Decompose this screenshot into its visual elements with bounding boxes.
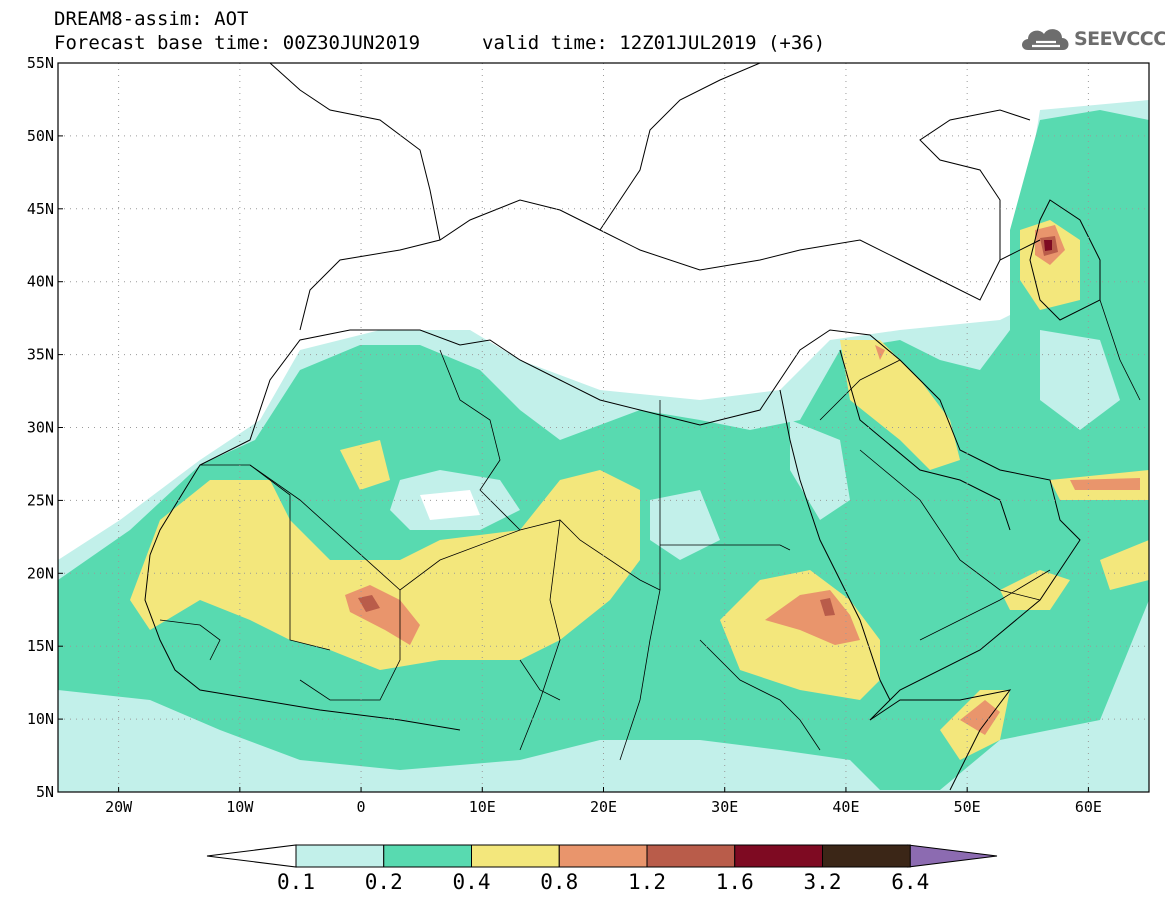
- colorbar-right-arrow: [907, 844, 998, 868]
- lat-label: 25N: [27, 491, 54, 509]
- colorbar-label: 6.4: [891, 870, 930, 894]
- colorbar-swatch: [822, 844, 911, 868]
- colorbar-swatch: [646, 844, 736, 868]
- aot-band-0.4: [130, 470, 640, 670]
- colorbar-label: 0.2: [364, 870, 403, 894]
- lat-label: 55N: [27, 54, 54, 72]
- aot-band-1.2: [358, 595, 380, 612]
- lon-label: 40E: [832, 798, 859, 816]
- lat-label: 20N: [27, 564, 54, 582]
- colorbar-label: 1.6: [715, 870, 754, 894]
- cloud-icon: [1022, 29, 1069, 50]
- lon-label: 50E: [954, 798, 981, 816]
- lon-label: 60E: [1075, 798, 1102, 816]
- colorbar-label: 1.2: [628, 870, 666, 894]
- lat-label: 40N: [27, 273, 54, 291]
- lon-label: 30E: [711, 798, 738, 816]
- lon-label: 10E: [469, 798, 496, 816]
- colorbar-label: 3.2: [803, 870, 842, 894]
- coastlines: [144, 63, 1101, 791]
- valid-time: valid time: 12Z01JUL2019 (+36): [482, 32, 826, 54]
- colorbar: [206, 844, 998, 868]
- lat-label: 30N: [27, 419, 54, 437]
- colorbar-swatch: [383, 844, 472, 868]
- lat-label: 5N: [36, 783, 54, 801]
- colorbar-swatch: [295, 844, 385, 868]
- lat-label: 50N: [27, 127, 54, 145]
- forecast-base-time: Forecast base time: 00Z30JUN2019: [54, 32, 421, 54]
- aot-field: [58, 100, 1149, 792]
- logo-text: SEEVCCC: [1074, 28, 1165, 50]
- lat-label: 35N: [27, 346, 54, 364]
- lon-label: 0: [357, 798, 366, 816]
- map-title: DREAM8-assim: AOT: [54, 8, 249, 30]
- lon-label: 20W: [105, 798, 133, 816]
- colorbar-swatch: [471, 844, 560, 868]
- lat-label: 15N: [27, 637, 54, 655]
- axis-labels: 55N 50N 45N 40N 35N 30N 25N 20N 15N 10N 5N 20W 10W 0 1…: [27, 54, 1102, 816]
- lat-label: 10N: [27, 710, 54, 728]
- colorbar-left-arrow: [206, 844, 297, 868]
- colorbar-swatch: [558, 844, 648, 868]
- colorbar-label: 0.1: [277, 870, 315, 894]
- colorbar-swatch: [734, 844, 823, 868]
- colorbar-label: 0.4: [452, 870, 491, 894]
- country-borders: [159, 299, 1141, 761]
- lat-label: 45N: [27, 200, 54, 218]
- colorbar-label: 0.8: [540, 870, 579, 894]
- seevccc-logo: SEEVCCC: [1018, 22, 1165, 58]
- aot-band-1.6: [1044, 240, 1052, 251]
- lon-label: 10W: [226, 798, 254, 816]
- lon-label: 20E: [590, 798, 617, 816]
